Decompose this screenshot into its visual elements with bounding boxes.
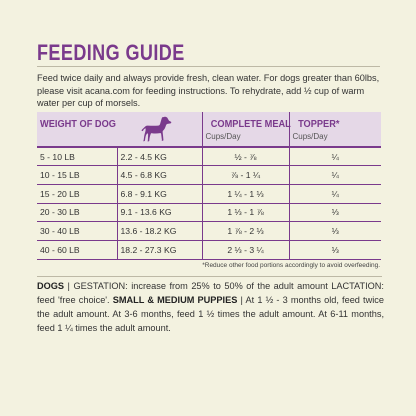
- intro-text: Feed twice daily and always provide fres…: [37, 73, 380, 108]
- table-row: 30 - 40 LB 13.6 - 18.2 KG 1 ⅞ - 2 ⅓ ⅓: [37, 221, 381, 241]
- topper-header: Topper* Cups/Day: [288, 112, 381, 148]
- meal-cell: ⅞ - 1 ¼: [201, 165, 289, 185]
- weight-lb-cell: 15 - 20 LB: [37, 184, 117, 204]
- page-title: Feeding Guide: [37, 40, 185, 65]
- dogs-label: DOGS: [37, 281, 65, 291]
- meal-cell: 1 ¼ - 1 ⅓: [201, 184, 289, 204]
- meal-cell: ½ - ⅞: [201, 147, 289, 167]
- meal-cell: 1 ⅓ - 1 ⅞: [201, 203, 289, 223]
- meal-cell: 2 ⅓ - 3 ¼: [201, 240, 289, 260]
- dog-silhouette-icon: [137, 114, 173, 146]
- weight-kg-cell: 18.2 - 27.3 KG: [116, 240, 202, 260]
- puppies-label: SMALL & MEDIUM PUPPIES: [112, 295, 238, 305]
- weight-lb-cell: 40 - 60 LB: [37, 240, 117, 260]
- table-row: 10 - 15 LB 4.5 - 6.8 KG ⅞ - 1 ¼ ¼: [37, 165, 381, 185]
- topper-header-unit: Cups/Day: [292, 132, 328, 141]
- feeding-notes: DOGS | GESTATION: increase from 25% to 5…: [37, 279, 384, 335]
- weight-kg-cell: 6.8 - 9.1 KG: [116, 184, 202, 204]
- meal-cell: 1 ⅞ - 2 ⅓: [201, 221, 289, 241]
- weight-lb-cell: 30 - 40 LB: [37, 221, 117, 241]
- weight-kg-cell: 2.2 - 4.5 KG: [116, 147, 202, 167]
- topper-cell: ¼: [288, 147, 381, 167]
- weight-kg-cell: 13.6 - 18.2 KG: [116, 221, 202, 241]
- gestation-text: | GESTATION: increase from 25% to 50% of…: [37, 281, 384, 305]
- topper-cell: ⅓: [288, 240, 381, 260]
- notes-divider: [37, 276, 382, 277]
- meal-header-unit: Cups/Day: [205, 132, 241, 141]
- weight-lb-cell: 20 - 30 LB: [37, 203, 117, 223]
- puppies-text: | At 1 ½ - 3 months old, feed twice the …: [37, 295, 384, 333]
- topper-cell: ⅓: [288, 221, 381, 241]
- meal-header: Complete Meal Cups/Day: [201, 112, 291, 148]
- meal-header-label: Complete Meal: [210, 118, 291, 130]
- footnote: *Reduce other food portions accordingly …: [202, 262, 380, 269]
- table-header-row: Weight of Dog Complete Meal Cups/Day Top…: [37, 112, 381, 148]
- weight-kg-cell: 9.1 - 13.6 KG: [116, 203, 202, 223]
- table-row: 40 - 60 LB 18.2 - 27.3 KG 2 ⅓ - 3 ¼ ⅓: [37, 240, 381, 260]
- table-row: 5 - 10 LB 2.2 - 4.5 KG ½ - ⅞ ¼: [37, 147, 381, 167]
- table-row: 15 - 20 LB 6.8 - 9.1 KG 1 ¼ - 1 ⅓ ¼: [37, 184, 381, 204]
- weight-kg-cell: 4.5 - 6.8 KG: [116, 165, 202, 185]
- weight-header: Weight of Dog: [37, 112, 202, 148]
- feeding-table: Weight of Dog Complete Meal Cups/Day Top…: [37, 112, 381, 260]
- topper-cell: ¼: [288, 165, 381, 185]
- topper-cell: ¼: [288, 184, 381, 204]
- topper-header-label: Topper*: [297, 118, 339, 130]
- table-row: 20 - 30 LB 9.1 - 13.6 KG 1 ⅓ - 1 ⅞ ⅓: [37, 203, 381, 223]
- weight-lb-cell: 10 - 15 LB: [37, 165, 117, 185]
- weight-header-label: Weight of Dog: [40, 118, 116, 130]
- title-divider: [37, 66, 380, 67]
- weight-lb-cell: 5 - 10 LB: [37, 147, 117, 167]
- topper-cell: ⅓: [288, 203, 381, 223]
